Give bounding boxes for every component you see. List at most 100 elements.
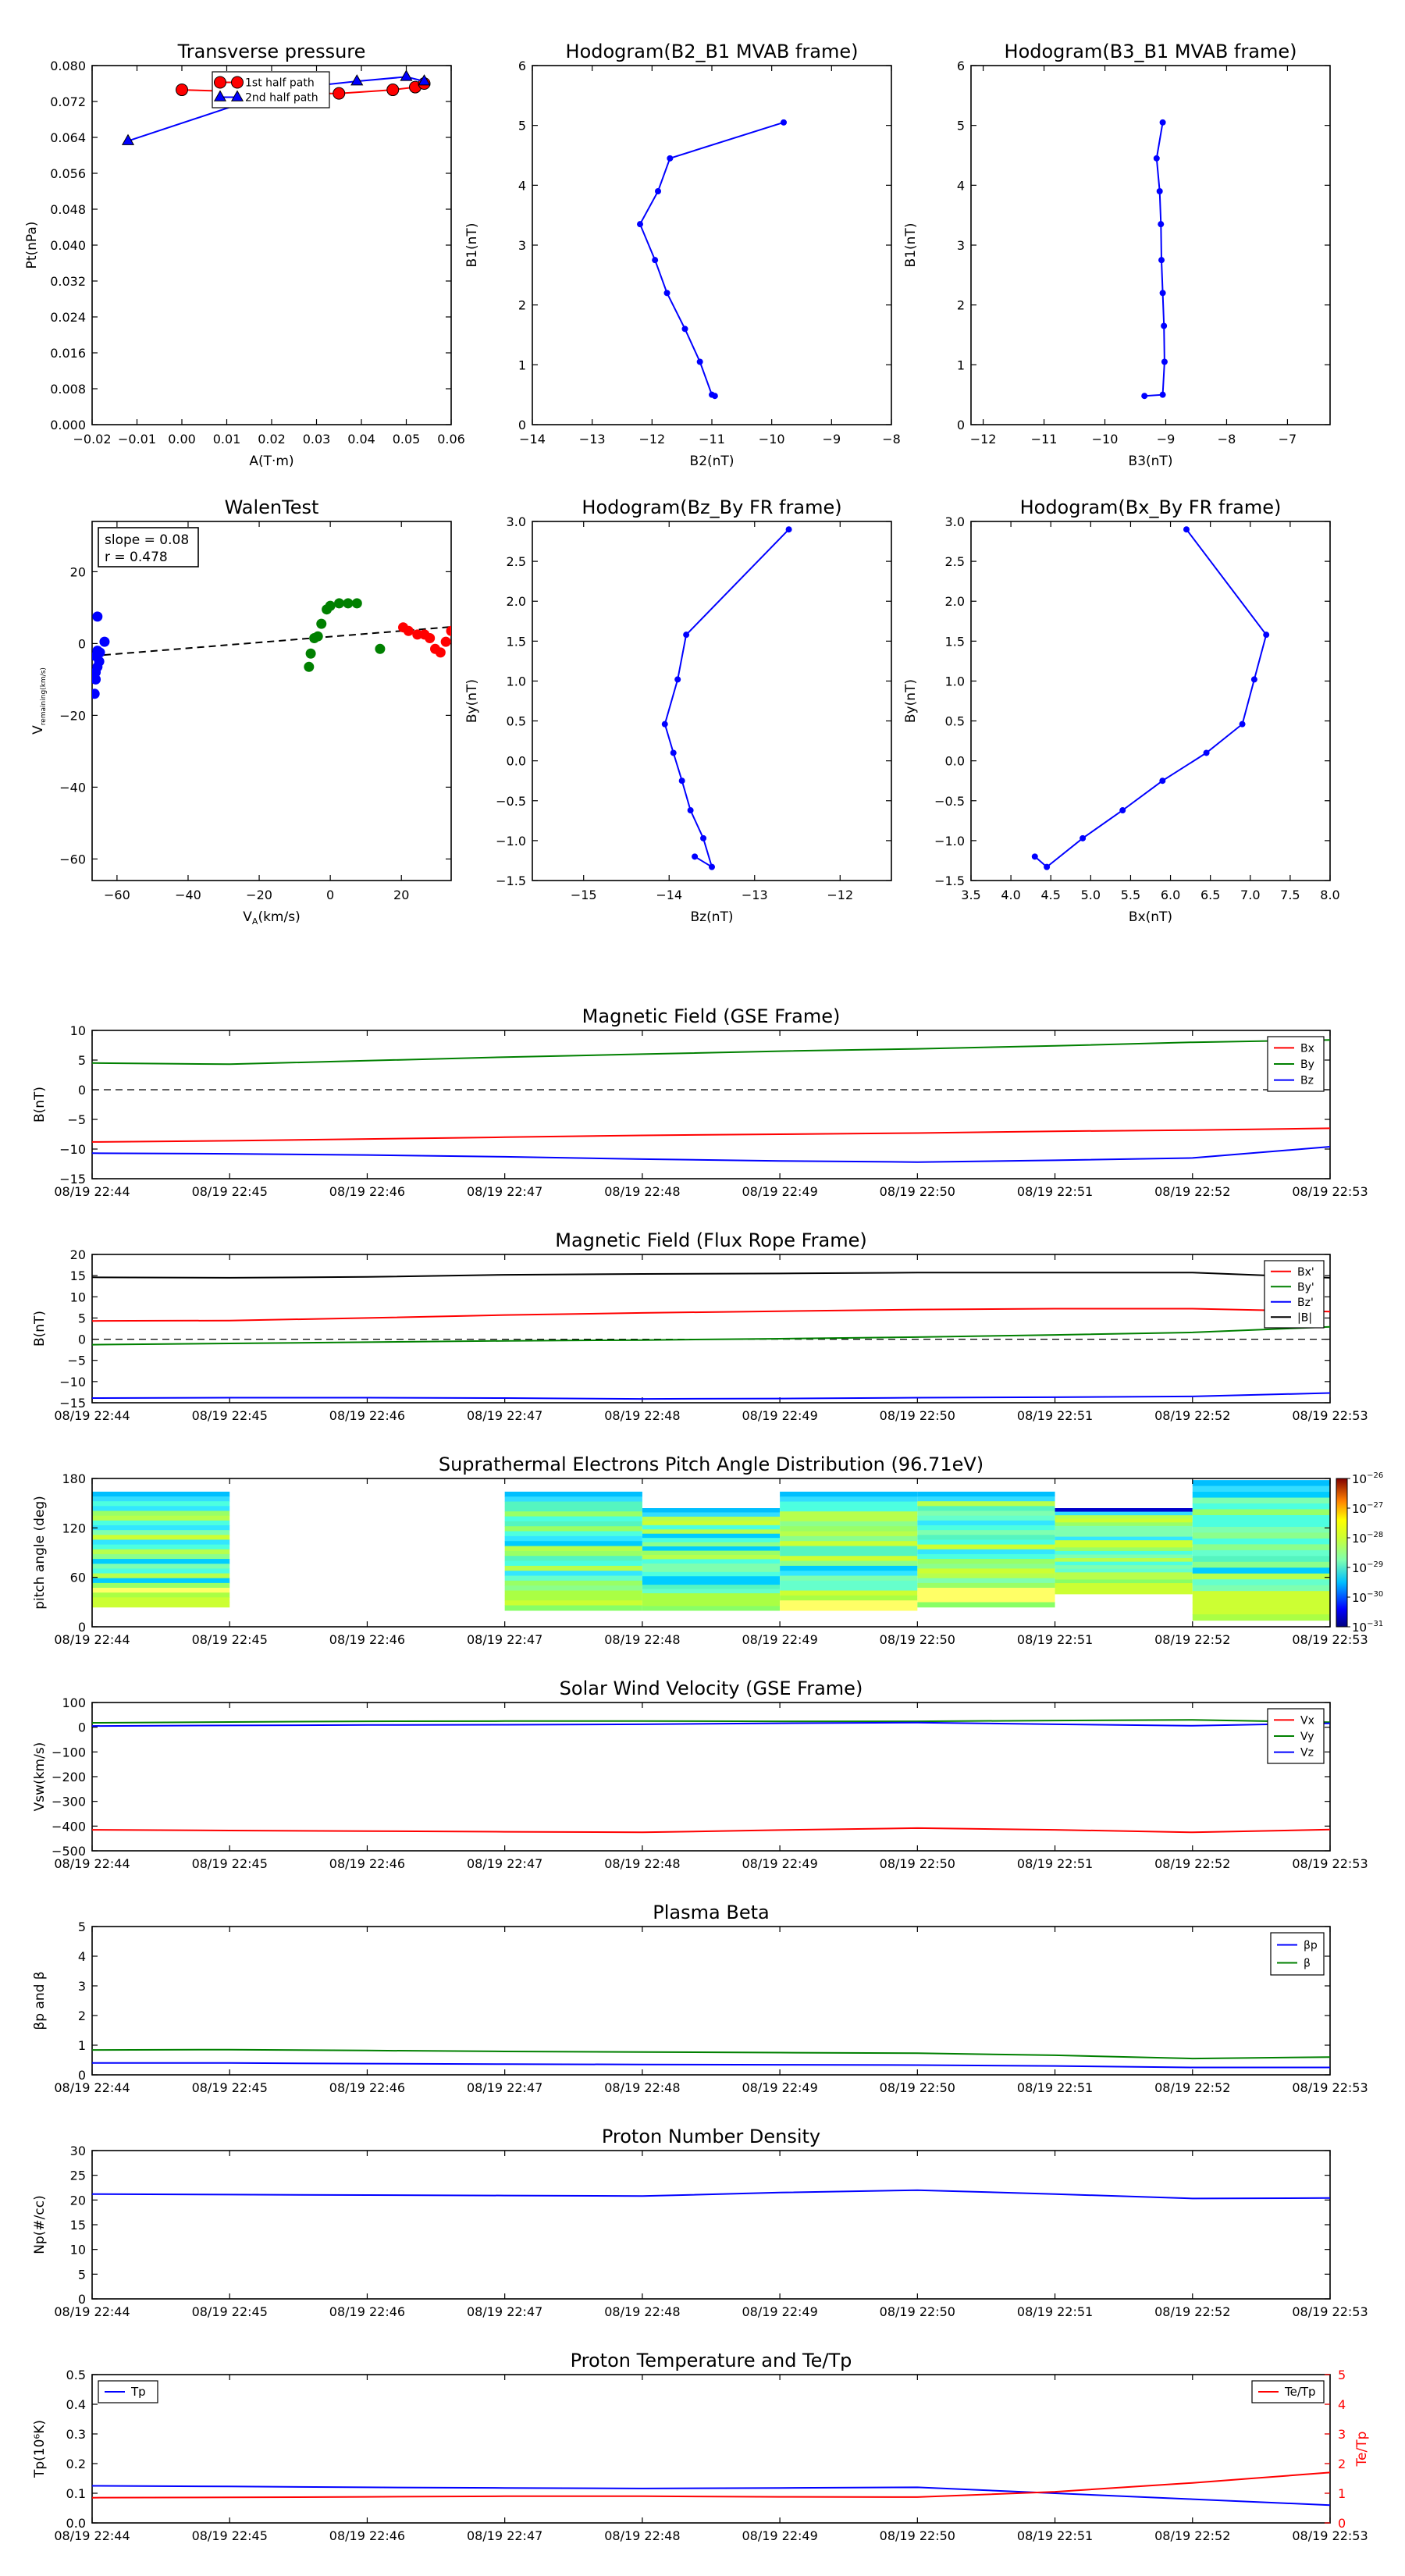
h1-xtick-label: −11: [699, 432, 725, 447]
tp_temp-y2tick-label: 3: [1338, 2427, 1346, 2442]
pad-cell: [1192, 1550, 1330, 1557]
pad-cell: [504, 1516, 642, 1522]
h2-ytick-label: 0: [957, 418, 965, 432]
pad-xtick-label: 08/19 22:49: [742, 1632, 817, 1647]
pad-cell: [504, 1511, 642, 1517]
h1-ytick-label: 2: [518, 298, 526, 313]
pad-cell: [1055, 1533, 1193, 1538]
h4-ytick-label: −1.0: [934, 834, 965, 849]
pad-cell: [780, 1575, 918, 1582]
np-series-line: [91, 2189, 1331, 2200]
pad-cell: [780, 1605, 918, 1611]
mag_gse-series-line: [91, 1127, 1331, 1143]
pad-cell: [1192, 1492, 1330, 1499]
mag_fr-legend-label: Bz': [1297, 1297, 1314, 1309]
np-ytick-label: 10: [70, 2243, 86, 2258]
pad-cell: [504, 1526, 642, 1532]
pad-cell: [1192, 1579, 1330, 1586]
pad-cell: [780, 1550, 918, 1557]
pad-cell: [504, 1605, 642, 1611]
beta-ytick-label: 2: [78, 2008, 86, 2023]
walen-fit-line: [92, 626, 451, 657]
mag_gse-xtick-label: 08/19 22:49: [742, 1184, 817, 1199]
vsw-ytick-label: −100: [52, 1745, 86, 1759]
pad-cell: [780, 1560, 918, 1567]
tp-title: Transverse pressure: [177, 41, 366, 62]
tp_temp-ytick-label: 0.3: [66, 2427, 86, 2442]
h3-ytick-label: 1.0: [507, 674, 526, 688]
tp-xtick-label: 0.05: [393, 432, 421, 447]
h1-data-point: [711, 393, 718, 400]
pad-cell: [92, 1544, 230, 1550]
pad-cell: [917, 1496, 1055, 1502]
tp-xtick-label: 0.04: [347, 432, 375, 447]
pad-cell: [780, 1531, 918, 1537]
mag_gse-xtick-label: 08/19 22:44: [54, 1184, 130, 1199]
tp-legend-label: 2nd half path: [245, 92, 318, 105]
mag_fr-xtick-label: 08/19 22:51: [1017, 1408, 1093, 1423]
pad-cell: [917, 1559, 1055, 1564]
h4-data-point: [1159, 777, 1166, 785]
pad-cell: [642, 1601, 781, 1607]
tp-xtick-label: 0.06: [437, 432, 465, 447]
pad-cell: [780, 1595, 918, 1601]
tp-chart: 0.000 0.008 0.016 0.024 0.032 0.040 0.048 0.056…: [24, 41, 465, 469]
mag_gse-title: Magnetic Field (GSE Frame): [582, 1005, 841, 1027]
tp-legend-marker: [213, 90, 227, 101]
pad-cell: [917, 1544, 1055, 1550]
pad-cell: [917, 1564, 1055, 1570]
tp_temp-ytick-label: 0.4: [66, 2397, 86, 2412]
pad-cell: [504, 1575, 642, 1582]
h1-ytick-label: 1: [518, 358, 526, 372]
mag_fr-legend-label: Bx': [1297, 1266, 1314, 1279]
pad-cell: [92, 1553, 230, 1560]
walen-data-point: [435, 647, 446, 658]
mag_gse-ytick-label: −5: [67, 1112, 86, 1127]
h1-ytick-label: 4: [518, 178, 526, 193]
pad-cell: [1055, 1540, 1193, 1545]
h2-xlabel: B3(nT): [1129, 454, 1173, 469]
pad-cell: [1192, 1608, 1330, 1615]
walen-data-point: [92, 611, 103, 622]
pad-cell: [1192, 1480, 1330, 1487]
walen-data-point: [94, 647, 105, 658]
pad-cell: [1192, 1509, 1330, 1516]
tp-data-point: [400, 69, 413, 81]
vsw-xtick-label: 08/19 22:50: [880, 1856, 955, 1871]
h2-series-line: [1144, 122, 1165, 397]
np-chart: 0 5 10 15 20 25 30 08/19 22:44 08/19 22:45 08/19 …: [32, 2126, 1368, 2319]
pad-cell: [642, 1533, 781, 1539]
vsw-legend-label: Vz: [1300, 1747, 1314, 1759]
pad-cell: [642, 1512, 781, 1517]
h3-ytick-label: 2.0: [507, 594, 526, 609]
h3-ytick-label: 3.0: [507, 514, 526, 529]
pad-cell: [1192, 1591, 1330, 1598]
mag_fr-ytick-label: 0: [78, 1332, 86, 1347]
pad-column: [92, 1491, 230, 1608]
pad-cell: [1192, 1596, 1330, 1603]
pad-xtick-label: 08/19 22:46: [329, 1632, 405, 1647]
mag_fr-xtick-label: 08/19 22:46: [329, 1408, 405, 1423]
pad-cell: [504, 1541, 642, 1547]
h4-data-point: [1203, 749, 1210, 756]
pad-colorbar-label: 10−29: [1352, 1560, 1383, 1575]
mag_gse-xtick-label: 08/19 22:51: [1017, 1184, 1093, 1199]
beta-ytick-label: 5: [78, 1920, 86, 1934]
pad-cell: [917, 1506, 1055, 1512]
h4-series-line: [1034, 528, 1268, 868]
pad-cell: [917, 1568, 1055, 1574]
mag_fr-plot-frame: [91, 1254, 1331, 1404]
tp-legend-box: [212, 71, 330, 109]
h3-ytick-label: −1.5: [496, 873, 526, 888]
tp-legend-marker: [231, 76, 244, 89]
vsw-legend-label: Vx: [1300, 1714, 1314, 1727]
pad-cell: [92, 1515, 230, 1521]
mag_gse-series-line: [91, 1146, 1331, 1163]
tp_temp-title: Proton Temperature and Te/Tp: [571, 2350, 852, 2371]
h4-plot-frame: [970, 521, 1331, 881]
pad-cell: [1055, 1547, 1193, 1552]
h2-data-point: [1159, 119, 1166, 126]
pad-cell: [1192, 1521, 1330, 1528]
pad-chart: 0 60 120 180 08/19 22:44 08/19 22:45 08/19 22:…: [32, 1453, 1383, 1647]
pad-cell: [92, 1602, 230, 1608]
